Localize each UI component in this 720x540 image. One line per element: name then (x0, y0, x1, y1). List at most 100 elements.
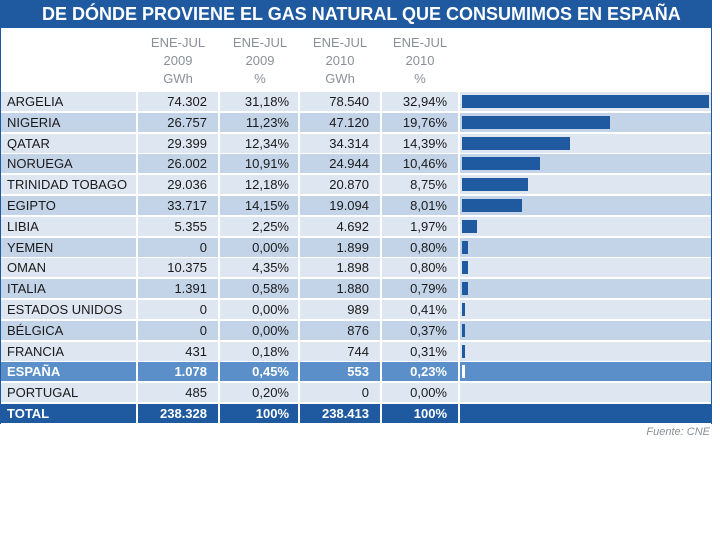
column-header-line: % (414, 71, 426, 86)
value-cell-gwh-2009: 0 (199, 239, 207, 255)
value-cell-pct-2010: 0,41% (410, 302, 447, 317)
table-frame (0, 0, 712, 424)
table-row: OMAN 10.375 4,35% 1.898 0,80% (1, 258, 711, 278)
bar-qatar (462, 136, 570, 150)
table-row: TRINIDAD TOBAGO 29.036 12,18% 20.870 8,75% (1, 175, 711, 195)
value-cell-gwh-2009: 29.036 (167, 177, 207, 193)
column-header-line: 2010 (405, 53, 435, 68)
value-cell-gwh-2009: 33.717 (167, 198, 207, 213)
value-cell-pct-2009: 0,45% (252, 364, 289, 380)
column-separator (380, 28, 382, 424)
country-label: ITALIA (7, 281, 46, 297)
country-label: TOTAL (7, 406, 50, 421)
country-label: TRINIDAD TOBAGO (7, 177, 128, 193)
column-header-line: ENE-JUL (150, 35, 206, 50)
column-header: ENE-JUL 2009% (220, 34, 300, 90)
bar-francia (462, 344, 465, 358)
value-cell-pct-2010: 0,00% (410, 385, 447, 401)
value-cell-pct-2009: 2,25% (252, 218, 289, 234)
table-row: LIBIA 5.355 2,25% 4.692 1,97% (1, 216, 711, 236)
country-label: NORUEGA (7, 156, 73, 172)
value-cell-gwh-2010: 20.870 (329, 177, 369, 193)
value-cell-pct-2009: 0,20% (252, 385, 289, 401)
bar-oman (462, 261, 468, 275)
value-cell-pct-2009: 10,91% (244, 156, 289, 172)
value-cell-pct-2010: 8,75% (410, 177, 447, 193)
value-cell-pct-2009: 0,00% (252, 322, 289, 338)
bar-bélgica (462, 323, 465, 337)
table-row: YEMEN 0 0,00% 1.899 0,80% (1, 237, 711, 257)
column-header: ENE-JUL 2009 GWh (138, 34, 218, 90)
value-cell-pct-2009: 100% (255, 406, 289, 421)
country-label: NIGERIA (7, 114, 61, 130)
bar-yemen (462, 240, 468, 254)
value-cell-gwh-2010: 19.094 (329, 198, 369, 213)
table-row: NIGERIA 26.757 11,23% 47.120 19,76% (1, 112, 711, 132)
value-cell-pct-2010: 10,46% (402, 156, 447, 172)
column-header-line: GWh (325, 71, 355, 86)
value-cell-gwh-2009: 1.391 (174, 281, 207, 297)
country-label: ESPAÑA (7, 364, 61, 380)
value-cell-gwh-2010: 1.880 (336, 281, 369, 297)
bar-italia (462, 282, 468, 296)
value-cell-gwh-2009: 238.328 (160, 406, 207, 421)
value-cell-gwh-2009: 5.355 (174, 218, 207, 234)
column-header-line: % (254, 71, 266, 86)
value-cell-pct-2009: 0,00% (252, 302, 289, 317)
bar-españa (462, 365, 465, 379)
value-cell-pct-2010: 0,31% (410, 343, 447, 359)
value-cell-gwh-2010: 238.413 (322, 406, 369, 421)
value-cell-pct-2010: 0,80% (410, 239, 447, 255)
country-label: ARGELIA (7, 94, 64, 109)
table-row: NORUEGA 26.002 10,91% 24.944 10,46% (1, 154, 711, 174)
value-cell-pct-2009: 11,23% (245, 114, 289, 130)
value-cell-gwh-2009: 0 (199, 322, 207, 338)
value-cell-gwh-2010: 0 (361, 385, 369, 401)
country-label: FRANCIA (7, 343, 65, 359)
value-cell-gwh-2010: 989 (347, 302, 369, 317)
bar-argelia (462, 95, 709, 108)
column-header-line: GWh (163, 71, 193, 86)
value-cell-gwh-2009: 0 (199, 302, 207, 317)
chart-title: DE DÓNDE PROVIENE EL GAS NATURAL QUE CON… (0, 0, 712, 28)
source-note: Fuente: CNE (646, 426, 710, 438)
value-cell-gwh-2009: 26.002 (167, 156, 207, 172)
table-row: QATAR 29.399 12,34% 34.314 14,39% (1, 133, 711, 153)
column-header: ENE-JUL 2010 GWh (300, 34, 380, 90)
value-cell-pct-2009: 14,15% (244, 198, 289, 213)
value-cell-gwh-2009: 10.375 (167, 260, 207, 276)
bar-noruega (462, 157, 541, 171)
value-cell-gwh-2010: 78.540 (329, 94, 369, 109)
bar-nigeria (462, 115, 611, 129)
value-cell-pct-2010: 14,39% (402, 135, 447, 151)
value-cell-gwh-2010: 1.899 (336, 239, 369, 255)
table-row: ITALIA 1.391 0,58% 1.880 0,79% (1, 279, 711, 299)
column-header-line: ENE-JUL (392, 35, 448, 50)
value-cell-gwh-2009: 29.399 (167, 135, 207, 151)
value-cell-gwh-2010: 553 (347, 364, 369, 380)
column-separator (458, 28, 460, 424)
country-label: PORTUGAL (7, 385, 79, 401)
value-cell-gwh-2010: 1.898 (336, 260, 369, 276)
value-cell-pct-2009: 0,00% (252, 239, 289, 255)
column-header-line: 2010 (325, 53, 355, 68)
table-row: ESPAÑA 1.078 0,45% 553 0,23% (1, 362, 711, 382)
value-cell-pct-2010: 19,76% (402, 114, 447, 130)
value-cell-pct-2010: 0,23% (410, 364, 447, 380)
column-header-line: ENE-JUL (232, 35, 288, 50)
value-cell-pct-2009: 12,18% (244, 177, 289, 193)
value-cell-pct-2009: 12,34% (244, 135, 289, 151)
column-separator (218, 28, 220, 424)
column-header-line: 2009 (245, 53, 275, 68)
column-header-line: ENE-JUL (312, 35, 368, 50)
column-header-line: 2009 (163, 53, 193, 68)
table-row: ARGELIA 74.302 31,18% 78.540 32,94% (1, 92, 711, 111)
country-label: EGIPTO (7, 198, 56, 213)
column-header: ENE-JUL 2010% (382, 34, 458, 90)
country-label: QATAR (7, 135, 50, 151)
value-cell-pct-2009: 31,18% (244, 94, 289, 109)
value-cell-pct-2010: 0,80% (410, 260, 447, 276)
value-cell-pct-2009: 4,35% (252, 260, 289, 276)
value-cell-gwh-2009: 1.078 (174, 364, 207, 380)
value-cell-gwh-2010: 4.692 (336, 218, 369, 234)
